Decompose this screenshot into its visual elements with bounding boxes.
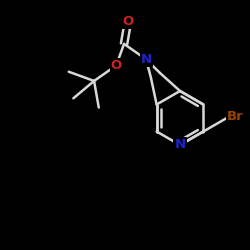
Text: Br: Br [227,110,244,123]
Text: O: O [110,59,122,72]
Text: N: N [140,53,152,66]
Text: O: O [122,15,134,28]
Text: N: N [174,138,186,151]
